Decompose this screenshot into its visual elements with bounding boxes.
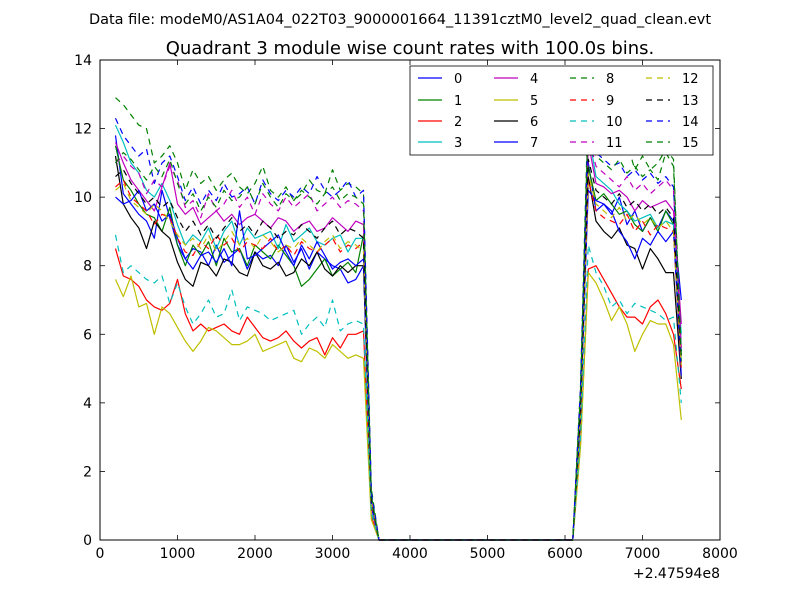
x-tick-label: 5000 [470, 546, 506, 562]
legend-label-3: 3 [454, 136, 462, 151]
legend-label-7: 7 [530, 136, 538, 151]
series-line-7 [115, 189, 682, 541]
x-tick-label: 8000 [702, 546, 738, 562]
y-tick-label: 14 [74, 53, 92, 69]
legend-label-11: 11 [606, 136, 623, 151]
series-line-5 [114, 272, 682, 541]
legend-label-2: 2 [454, 115, 462, 130]
series-line-12 [115, 172, 682, 541]
series-line-0 [114, 135, 682, 541]
series-line-13 [115, 158, 682, 541]
x-offset-label: +2.47594e8 [633, 566, 720, 582]
legend-label-13: 13 [682, 94, 699, 109]
series-line-11 [115, 134, 682, 541]
y-tick-label: 2 [83, 464, 92, 480]
series-line-2 [114, 248, 682, 541]
plot-lines [114, 97, 682, 541]
y-tick-label: 10 [74, 190, 92, 206]
legend-label-0: 0 [454, 72, 462, 87]
series-line-3 [114, 124, 682, 541]
y-tick-label: 8 [83, 259, 92, 275]
y-tick-label: 0 [83, 533, 92, 549]
legend-label-12: 12 [682, 72, 699, 87]
series-line-15 [115, 110, 682, 541]
legend-label-4: 4 [530, 72, 538, 87]
series-line-6 [114, 155, 682, 541]
legend-label-10: 10 [606, 115, 623, 130]
legend-label-8: 8 [606, 72, 614, 87]
x-tick-label: 3000 [315, 546, 351, 562]
chart-title: Quadrant 3 module wise count rates with … [166, 38, 655, 59]
series-line-8 [115, 97, 682, 541]
y-tick-label: 4 [83, 396, 92, 412]
legend-label-6: 6 [530, 115, 538, 130]
series-line-14 [114, 118, 682, 541]
x-tick-label: 2000 [237, 546, 273, 562]
legend-label-15: 15 [682, 136, 699, 151]
legend-label-14: 14 [682, 115, 699, 130]
legend-label-5: 5 [530, 94, 538, 109]
x-tick-label: 1000 [160, 546, 196, 562]
legend-label-9: 9 [606, 94, 614, 109]
x-tick-label: 6000 [547, 546, 583, 562]
series-line-9 [115, 179, 682, 541]
y-tick-label: 12 [74, 122, 92, 138]
suptitle: Data file: modeM0/AS1A04_022T03_90000016… [89, 12, 711, 28]
x-axis: 0 1000 2000 3000 4000 5000 6000 7000 8000 [96, 60, 738, 562]
x-tick-label: 0 [96, 546, 105, 562]
legend-box [409, 65, 714, 156]
y-tick-label: 6 [83, 327, 92, 343]
x-tick-label: 4000 [392, 546, 428, 562]
series-line-10 [114, 234, 682, 541]
x-tick-label: 7000 [625, 546, 661, 562]
series-line-1 [114, 145, 682, 541]
series-line-4 [114, 141, 682, 541]
legend-label-1: 1 [454, 94, 462, 109]
